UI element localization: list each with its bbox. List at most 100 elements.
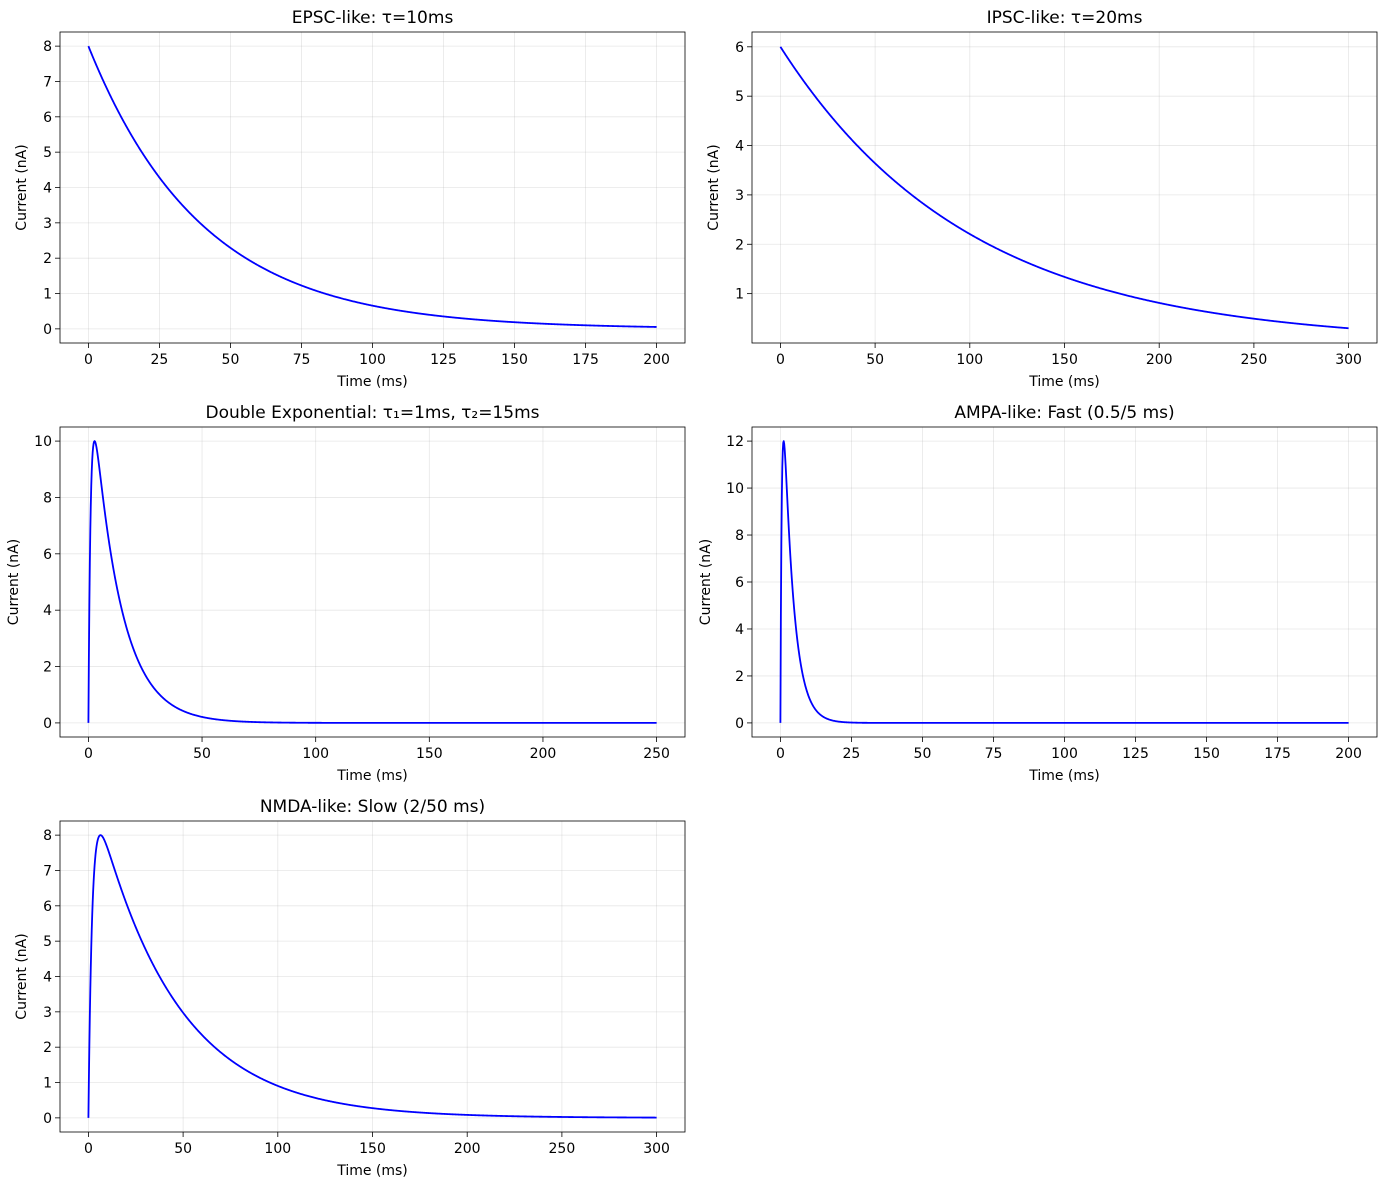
- series-line: [779, 46, 1350, 330]
- x-axis-label: Time (ms): [336, 768, 408, 784]
- y-tick-label: 4: [43, 603, 52, 619]
- x-tick-label: 300: [1335, 352, 1362, 368]
- x-tick-label: 50: [914, 746, 932, 762]
- x-tick-label: 100: [264, 1141, 291, 1157]
- y-tick-label: 4: [735, 622, 744, 638]
- y-tick-label: 3: [735, 188, 744, 204]
- y-tick-label: 2: [735, 237, 744, 253]
- x-tick-label: 25: [151, 352, 169, 368]
- y-tick-label: 4: [735, 139, 744, 155]
- series-line: [87, 834, 658, 1119]
- subplot-title: Double Exponential: τ₁=1ms, τ₂=15ms: [206, 403, 540, 423]
- x-axis-label: Time (ms): [336, 1163, 408, 1179]
- x-tick-label: 250: [549, 1141, 576, 1157]
- x-tick-label: 50: [174, 1141, 192, 1157]
- x-tick-label: 175: [1264, 746, 1291, 762]
- x-tick-label: 300: [643, 1141, 670, 1157]
- x-tick-label: 250: [1241, 352, 1268, 368]
- y-tick-label: 3: [43, 216, 52, 232]
- y-tick-label: 10: [34, 434, 52, 450]
- x-axis-label: Time (ms): [1028, 374, 1100, 390]
- x-tick-label: 125: [1122, 746, 1149, 762]
- subplot-title: IPSC-like: τ=20ms: [987, 8, 1143, 28]
- y-tick-label: 2: [43, 251, 52, 267]
- y-tick-label: 8: [43, 490, 52, 506]
- x-tick-label: 0: [84, 352, 93, 368]
- y-tick-label: 6: [735, 575, 744, 591]
- y-tick-label: 2: [43, 660, 52, 676]
- x-tick-label: 150: [359, 1141, 386, 1157]
- x-tick-label: 200: [454, 1141, 481, 1157]
- y-tick-label: 0: [43, 1111, 52, 1127]
- x-tick-label: 100: [1051, 746, 1078, 762]
- x-axis-label: Time (ms): [1028, 768, 1100, 784]
- y-tick-label: 0: [43, 716, 52, 732]
- subplot-title: AMPA-like: Fast (0.5/5 ms): [954, 403, 1174, 423]
- y-tick-label: 8: [735, 528, 744, 544]
- y-tick-label: 8: [43, 39, 52, 55]
- subplot-1: 0 25 50 75 100 125 150 175 200 0 1 2 3 4 5 6 7 8 EPSC-like…: [14, 8, 686, 390]
- x-tick-label: 50: [222, 352, 240, 368]
- y-tick-label: 1: [43, 287, 52, 303]
- x-tick-label: 25: [843, 746, 861, 762]
- series-line: [779, 440, 1350, 724]
- y-tick-label: 4: [43, 181, 52, 197]
- y-tick-label: 3: [43, 1005, 52, 1021]
- y-tick-label: 1: [43, 1076, 52, 1092]
- y-axis-label: Current (nA): [706, 144, 722, 230]
- subplot-3: 0 50 100 150 200 250 0 2 4 6 8 10 Double Exponential…: [6, 403, 686, 784]
- x-tick-label: 50: [193, 746, 211, 762]
- y-tick-label: 0: [735, 716, 744, 732]
- y-tick-label: 2: [735, 669, 744, 685]
- x-tick-label: 75: [985, 746, 1003, 762]
- y-tick-label: 7: [43, 863, 52, 879]
- y-tick-label: 7: [43, 74, 52, 90]
- subplot-title: NMDA-like: Slow (2/50 ms): [260, 797, 485, 817]
- y-tick-label: 4: [43, 970, 52, 986]
- x-tick-label: 150: [1193, 746, 1220, 762]
- y-tick-label: 5: [735, 89, 744, 105]
- x-tick-label: 0: [84, 1141, 93, 1157]
- subplot-title: EPSC-like: τ=10ms: [292, 8, 454, 28]
- x-tick-label: 100: [359, 352, 386, 368]
- y-tick-label: 6: [43, 110, 52, 126]
- y-axis-label: Current (nA): [6, 539, 22, 625]
- series-line: [87, 45, 658, 328]
- x-tick-label: 200: [1146, 352, 1173, 368]
- series-line: [87, 440, 658, 724]
- x-tick-label: 100: [956, 352, 983, 368]
- x-tick-label: 0: [776, 352, 785, 368]
- subplot-4: 0 25 50 75 100 125 150 175 200 0 2 4 6 8 10 12 AMPA-like…: [698, 403, 1378, 784]
- y-tick-label: 5: [43, 934, 52, 950]
- x-tick-label: 100: [302, 746, 329, 762]
- y-tick-label: 8: [43, 828, 52, 844]
- x-tick-label: 200: [1335, 746, 1362, 762]
- y-tick-label: 5: [43, 145, 52, 161]
- x-tick-label: 50: [866, 352, 884, 368]
- y-tick-label: 1: [735, 287, 744, 303]
- x-tick-label: 150: [1051, 352, 1078, 368]
- subplot-5: 0 50 100 150 200 250 300 0 1 2 3 4 5 6 7 8 NMDA-like: Sl…: [14, 797, 686, 1179]
- y-tick-label: 6: [43, 547, 52, 563]
- x-tick-label: 250: [643, 746, 670, 762]
- y-tick-label: 6: [43, 899, 52, 915]
- y-axis-label: Current (nA): [698, 539, 714, 625]
- y-axis-label: Current (nA): [14, 933, 30, 1019]
- axes-frame: [59, 426, 686, 738]
- x-tick-label: 0: [84, 746, 93, 762]
- y-tick-label: 0: [43, 322, 52, 338]
- x-tick-label: 150: [416, 746, 443, 762]
- x-tick-label: 200: [530, 746, 557, 762]
- y-axis-label: Current (nA): [14, 144, 30, 230]
- x-tick-label: 150: [501, 352, 528, 368]
- x-tick-label: 75: [293, 352, 311, 368]
- y-tick-label: 12: [726, 434, 744, 450]
- y-tick-label: 10: [726, 481, 744, 497]
- x-tick-label: 200: [643, 352, 670, 368]
- x-tick-label: 0: [776, 746, 785, 762]
- y-tick-label: 6: [735, 40, 744, 56]
- y-tick-label: 2: [43, 1040, 52, 1056]
- x-axis-label: Time (ms): [336, 374, 408, 390]
